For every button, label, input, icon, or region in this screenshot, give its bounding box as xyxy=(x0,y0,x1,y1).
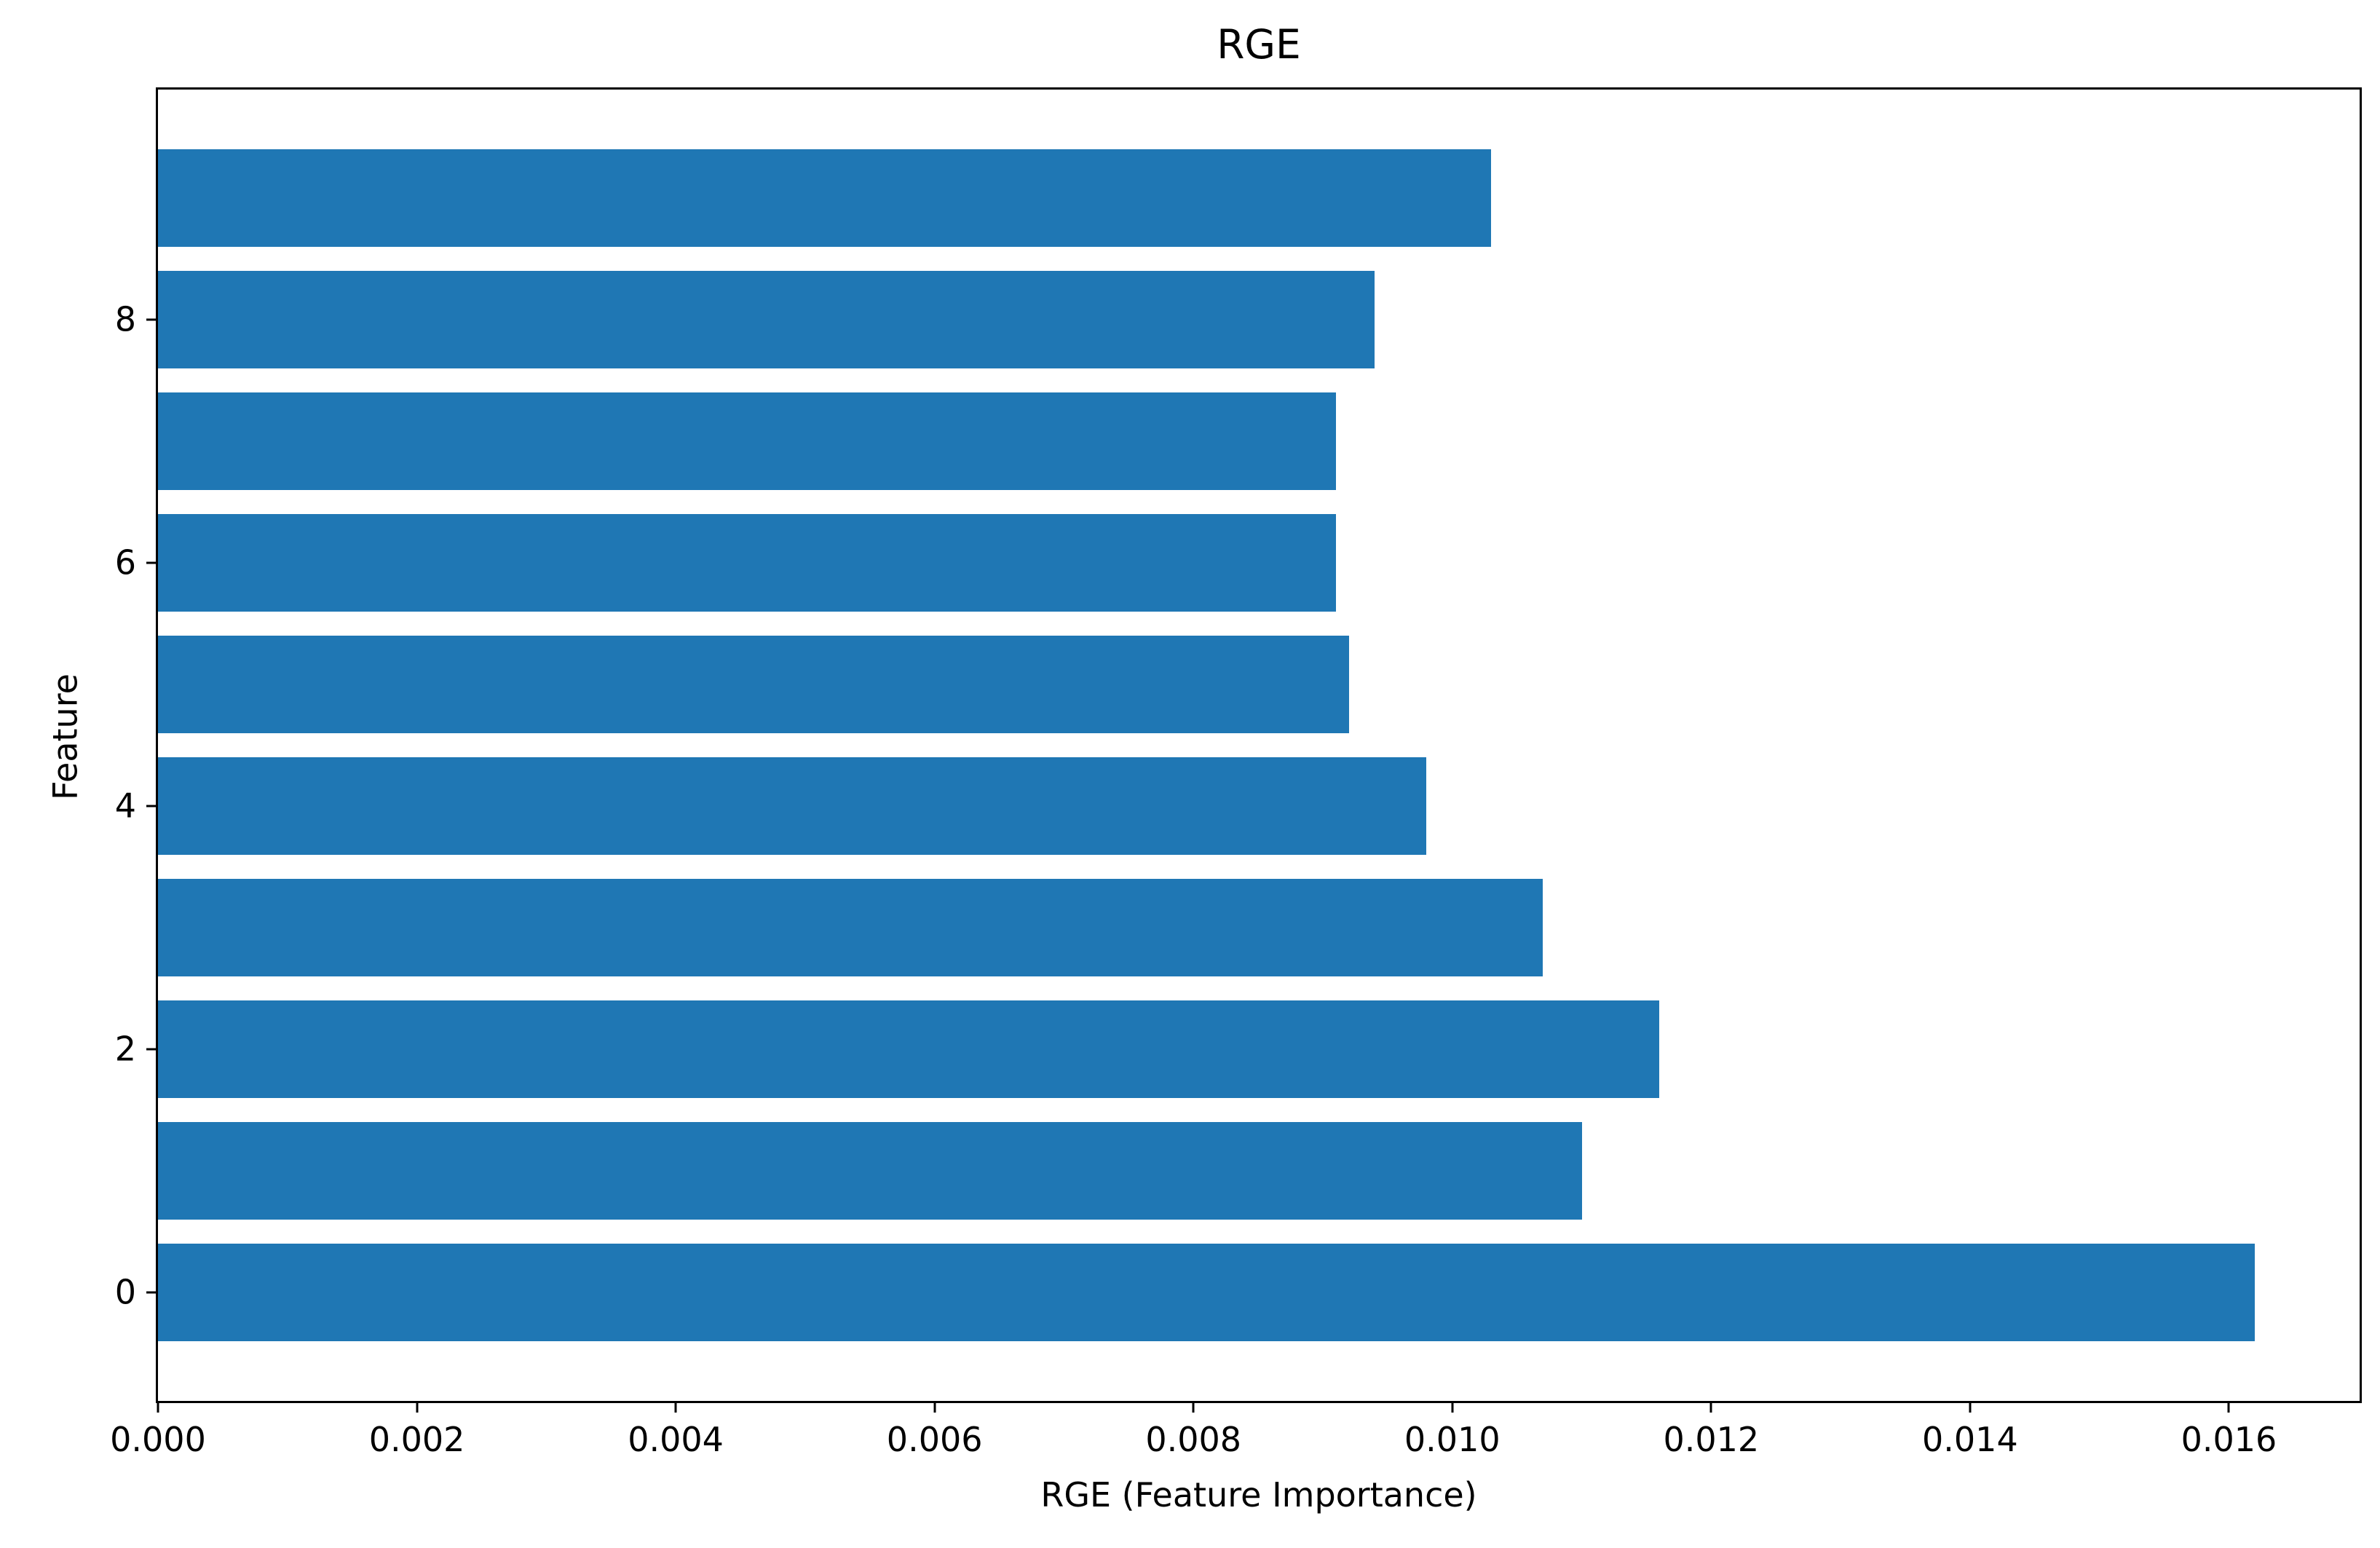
y-tick-label-0: 0 xyxy=(114,1273,136,1312)
chart-title: RGE xyxy=(1217,21,1301,68)
x-tick-label-0.014: 0.014 xyxy=(1922,1420,2018,1459)
bar-feature-4 xyxy=(158,757,1427,855)
y-axis-label: Feature xyxy=(45,674,85,800)
x-tick-mark-0.000 xyxy=(157,1401,159,1413)
bar-feature-7 xyxy=(158,392,1336,490)
x-tick-mark-0.012 xyxy=(1709,1401,1712,1413)
y-tick-mark-0 xyxy=(146,1291,158,1294)
y-tick-label-4: 4 xyxy=(114,786,136,826)
x-tick-label-0.000: 0.000 xyxy=(110,1420,206,1459)
x-tick-mark-0.016 xyxy=(2227,1401,2230,1413)
x-axis-label: RGE (Feature Importance) xyxy=(1040,1475,1477,1515)
x-tick-label-0.010: 0.010 xyxy=(1404,1420,1501,1459)
bar-feature-6 xyxy=(158,514,1336,612)
x-tick-mark-0.014 xyxy=(1969,1401,1972,1413)
x-tick-label-0.002: 0.002 xyxy=(368,1420,465,1459)
bar-feature-2 xyxy=(158,1000,1660,1098)
y-tick-mark-2 xyxy=(146,1048,158,1051)
x-tick-mark-0.004 xyxy=(674,1401,677,1413)
x-tick-mark-0.006 xyxy=(933,1401,936,1413)
x-tick-mark-0.010 xyxy=(1451,1401,1454,1413)
bar-feature-0 xyxy=(158,1244,2255,1342)
y-tick-label-2: 2 xyxy=(114,1029,136,1069)
y-tick-mark-4 xyxy=(146,805,158,807)
x-tick-mark-0.002 xyxy=(416,1401,419,1413)
x-tick-label-0.006: 0.006 xyxy=(886,1420,983,1459)
y-tick-label-8: 8 xyxy=(114,299,136,339)
bar-feature-9 xyxy=(158,149,1492,247)
x-tick-label-0.016: 0.016 xyxy=(2181,1420,2277,1459)
bar-feature-5 xyxy=(158,636,1349,733)
x-tick-label-0.012: 0.012 xyxy=(1663,1420,1760,1459)
bar-feature-1 xyxy=(158,1122,1582,1220)
y-tick-mark-8 xyxy=(146,318,158,321)
bar-feature-8 xyxy=(158,270,1375,368)
y-tick-label-6: 6 xyxy=(114,542,136,583)
bar-feature-3 xyxy=(158,879,1543,976)
x-tick-label-0.008: 0.008 xyxy=(1145,1420,1242,1459)
plot-area: 0.000 0.002 0.004 0.006 0.008 0.010 0.012 0.014… xyxy=(110,87,2362,1458)
y-tick-mark-6 xyxy=(146,561,158,564)
x-tick-label-0.004: 0.004 xyxy=(628,1420,724,1459)
x-tick-mark-0.008 xyxy=(1192,1401,1195,1413)
